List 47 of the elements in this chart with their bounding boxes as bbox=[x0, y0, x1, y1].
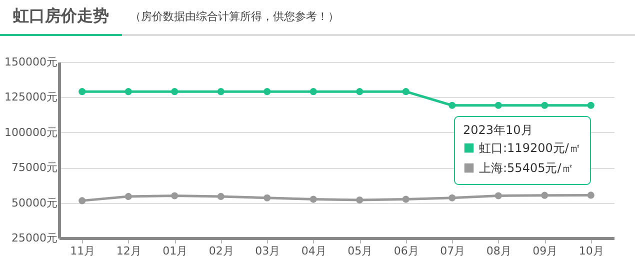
x-tick-label: 11月 bbox=[70, 244, 96, 258]
point bbox=[541, 102, 548, 109]
legend-title: 2023年10月 bbox=[463, 123, 533, 137]
point bbox=[494, 102, 502, 109]
legend-label: 上海:55405元/㎡ bbox=[479, 161, 574, 175]
y-tick-label: 100000元 bbox=[4, 126, 58, 139]
point bbox=[541, 192, 548, 199]
x-tick-label: 01月 bbox=[162, 244, 188, 258]
x-tick-label: 05月 bbox=[348, 244, 373, 258]
point bbox=[402, 88, 410, 96]
y-tick-label: 75000元 bbox=[12, 161, 58, 174]
point bbox=[78, 88, 86, 96]
chart-title: 虹口房价走势 bbox=[0, 0, 122, 36]
point bbox=[310, 196, 317, 203]
x-tick-label: 09月 bbox=[532, 244, 558, 258]
x-tick-label: 10月 bbox=[578, 244, 604, 258]
point bbox=[587, 102, 594, 109]
point bbox=[171, 88, 178, 96]
chart-subtitle: （房价数据由综合计算所得，供您参考！） bbox=[130, 9, 339, 25]
y-tick-label: 50000元 bbox=[12, 196, 58, 210]
x-tick-label: 04月 bbox=[301, 244, 326, 258]
x-tick-label: 03月 bbox=[255, 244, 280, 258]
x-tick-label: 06月 bbox=[394, 244, 419, 258]
x-tick-label: 02月 bbox=[208, 244, 234, 258]
y-tick-label: 150000元 bbox=[4, 56, 58, 68]
point bbox=[217, 88, 224, 96]
point bbox=[356, 196, 364, 204]
x-tick-label: 07月 bbox=[440, 244, 466, 258]
point bbox=[356, 88, 364, 96]
point bbox=[264, 194, 271, 202]
point bbox=[494, 192, 502, 200]
point bbox=[448, 194, 456, 202]
point bbox=[171, 192, 178, 200]
point bbox=[310, 88, 317, 96]
legend-label: 虹口:119200元/㎡ bbox=[479, 141, 581, 155]
x-tick-label: 12月 bbox=[116, 244, 142, 258]
point bbox=[264, 88, 271, 96]
point bbox=[587, 192, 594, 199]
point bbox=[124, 192, 132, 200]
x-tick-label: 08月 bbox=[486, 244, 512, 258]
point bbox=[448, 102, 456, 109]
point bbox=[124, 88, 132, 96]
point bbox=[402, 196, 410, 203]
y-tick-label: 125000元 bbox=[4, 90, 58, 104]
point bbox=[217, 192, 224, 200]
y-tick-label: 25000元 bbox=[12, 232, 58, 244]
point bbox=[78, 197, 86, 204]
